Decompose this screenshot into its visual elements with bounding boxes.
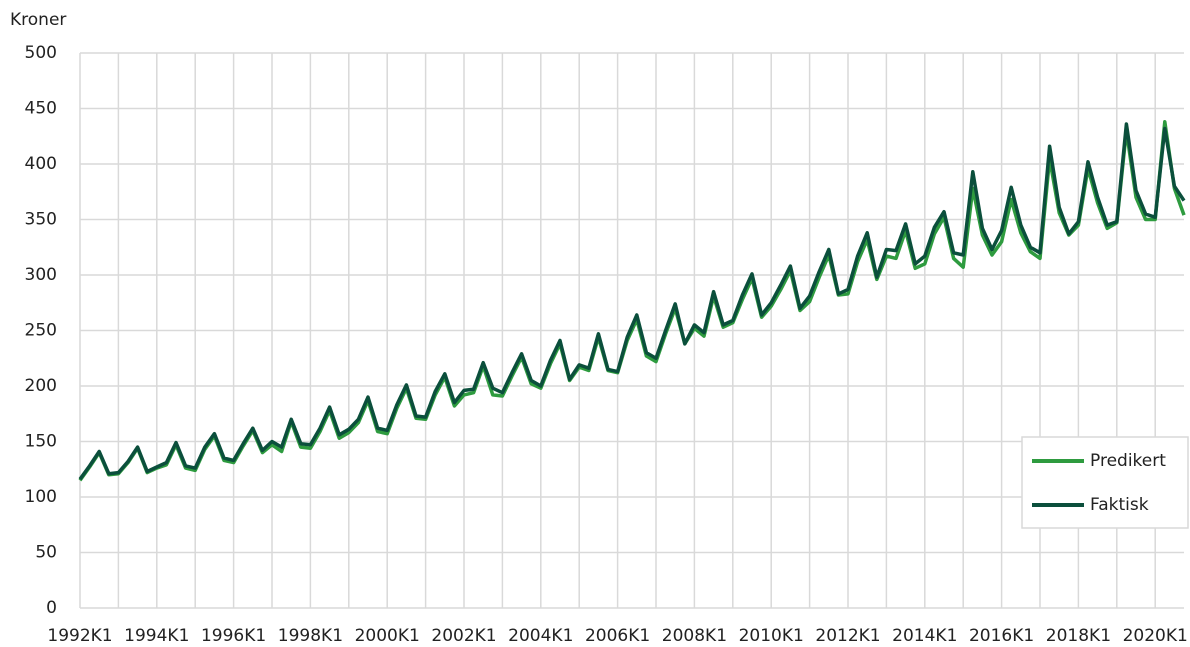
y-tick-label: 50 <box>35 543 57 563</box>
line-series <box>78 120 1186 482</box>
x-tick-label: 1998K1 <box>278 626 343 646</box>
y-tick-label: 400 <box>25 154 57 174</box>
x-tick-label: 2004K1 <box>508 626 573 646</box>
x-tick-label: 2008K1 <box>662 626 727 646</box>
x-tick-label: 1994K1 <box>124 626 189 646</box>
y-tick-label: 450 <box>25 99 57 119</box>
y-tick-label: 250 <box>25 321 57 341</box>
x-tick-label: 2000K1 <box>355 626 420 646</box>
x-tick-label: 2016K1 <box>969 626 1034 646</box>
y-axis-label: Kroner <box>10 10 66 30</box>
y-tick-label: 500 <box>25 43 57 63</box>
legend-box <box>1021 436 1189 529</box>
x-tick-label: 1992K1 <box>47 626 112 646</box>
x-tick-label: 1996K1 <box>201 626 266 646</box>
y-tick-label: 300 <box>25 265 57 285</box>
y-tick-label: 100 <box>25 487 57 507</box>
x-tick-label: 2002K1 <box>431 626 496 646</box>
x-tick-label: 2018K1 <box>1046 626 1111 646</box>
y-tick-label: 150 <box>25 432 57 452</box>
x-tick-label: 2014K1 <box>892 626 957 646</box>
line-series <box>78 122 1186 481</box>
x-tick-label: 2020K1 <box>1123 626 1188 646</box>
legend-label: Faktisk <box>1090 495 1149 515</box>
x-tick-label: 2006K1 <box>585 626 650 646</box>
y-tick-label: 0 <box>46 598 57 618</box>
legend-label: Predikert <box>1090 451 1166 471</box>
y-tick-label: 200 <box>25 376 57 396</box>
x-tick-label: 2010K1 <box>739 626 804 646</box>
x-tick-label: 2012K1 <box>815 626 880 646</box>
y-tick-label: 350 <box>25 210 57 230</box>
